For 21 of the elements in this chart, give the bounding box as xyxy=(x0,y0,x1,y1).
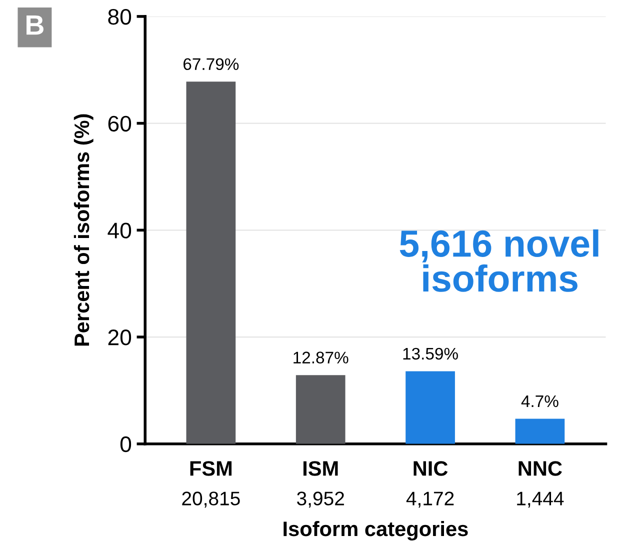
text: B xyxy=(26,15,44,35)
annotation: 5,616 novel isoforms xyxy=(400,229,598,292)
y-tick-label: 80 xyxy=(108,8,132,25)
x-tick-label: NIC 4,172 xyxy=(406,461,454,508)
data-label: 13.59% xyxy=(403,348,458,360)
bar xyxy=(186,82,236,444)
y-tick-label: 40 xyxy=(108,222,132,238)
y-axis-title: Percent of isoforms (%) xyxy=(74,114,94,346)
data-label: 12.87% xyxy=(294,352,348,364)
x-axis-title: Isoform categories xyxy=(284,520,468,540)
data-label: 67.79% xyxy=(184,58,239,70)
bar xyxy=(296,375,346,444)
y-tick-label: 0 xyxy=(120,436,132,452)
y-tick-label: 60 xyxy=(108,116,132,132)
bar xyxy=(515,418,565,444)
x-tick-label: FSM 20,815 xyxy=(182,461,240,508)
x-tick-label: ISM 3,952 xyxy=(297,461,344,508)
bar xyxy=(406,371,455,444)
y-tick-label: 20 xyxy=(108,330,132,346)
x-tick-label: NNC 1,444 xyxy=(517,461,564,508)
data-label: 4.7% xyxy=(521,395,558,408)
